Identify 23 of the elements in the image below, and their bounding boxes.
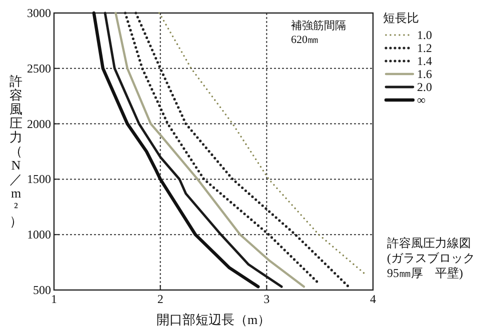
legend-title: 短長比 — [383, 11, 419, 25]
y-tick-label: 2500 — [27, 61, 51, 76]
legend-label: 1.2 — [417, 41, 432, 55]
y-tick-label: 500 — [33, 283, 51, 297]
x-axis-title: 開口部短辺長（m） — [156, 312, 271, 327]
line-series — [92, 11, 260, 288]
legend-label: 1.4 — [417, 54, 432, 68]
y-tick-label: 1000 — [27, 228, 51, 242]
annotation: 補強筋間隔 620㎜ — [291, 19, 346, 46]
y-tick-label: 1500 — [27, 172, 51, 186]
legend-label: 2.0 — [417, 80, 432, 94]
x-tick-label: 4 — [370, 292, 376, 306]
x-tick-label: 2 — [157, 292, 164, 306]
text: 許容風圧力線図 (ガラスブロック 95㎜厚 平壁) — [387, 236, 475, 280]
x-tick-label: 3 — [264, 292, 270, 306]
x-tick-label: 1 — [51, 292, 57, 306]
text: 許容風圧力（N／m²） — [10, 74, 22, 228]
legend-label: ∞ — [417, 93, 426, 107]
y-tick-label: 2000 — [27, 116, 51, 131]
legend-label: 1.0 — [417, 28, 432, 42]
y-tick-label: 3000 — [27, 6, 51, 20]
legend-label: 1.6 — [417, 67, 432, 81]
line-series — [158, 12, 366, 276]
